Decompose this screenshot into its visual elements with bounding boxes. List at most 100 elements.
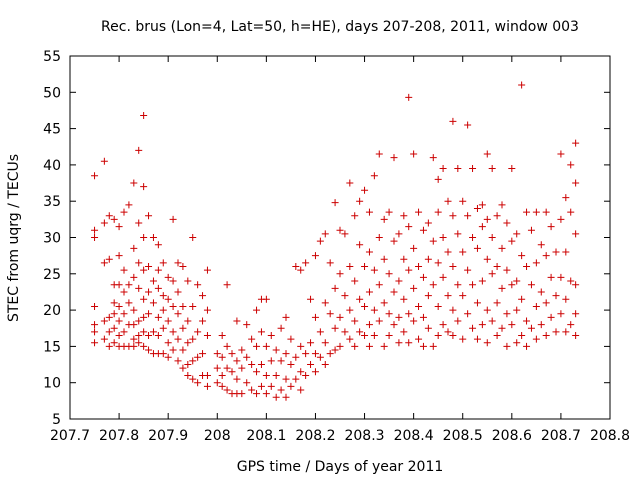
y-axis-ticks: 5 10 15 20 25 30 35 40 45 50 55 <box>43 49 610 428</box>
x-tick-label: 208.2 <box>295 428 335 444</box>
data-point <box>572 179 580 187</box>
data-point <box>115 302 123 310</box>
data-point <box>380 255 388 263</box>
data-point <box>478 321 486 329</box>
data-point <box>91 226 99 234</box>
data-point <box>434 302 442 310</box>
data-point <box>199 292 207 300</box>
data-point <box>410 244 418 252</box>
x-tick-label: 207.7 <box>50 428 90 444</box>
data-point <box>473 299 481 307</box>
data-point <box>483 339 491 347</box>
data-point <box>125 299 133 307</box>
data-point <box>253 368 261 376</box>
data-point <box>508 165 516 173</box>
data-point <box>164 295 172 303</box>
data-point <box>449 212 457 220</box>
data-point <box>508 321 516 329</box>
data-point <box>140 112 148 120</box>
data-point <box>282 375 290 383</box>
data-point <box>532 302 540 310</box>
data-point <box>572 310 580 318</box>
data-point <box>154 313 162 321</box>
data-point <box>557 215 565 223</box>
data-point <box>194 379 202 387</box>
data-point <box>149 299 157 307</box>
data-point <box>508 237 516 245</box>
data-point <box>478 223 486 231</box>
data-point <box>169 302 177 310</box>
data-point <box>483 255 491 263</box>
data-point <box>184 339 192 347</box>
data-point <box>223 342 231 350</box>
data-point <box>307 339 315 347</box>
data-point <box>130 244 138 252</box>
data-point <box>336 270 344 278</box>
data-point <box>473 335 481 343</box>
data-point <box>424 292 432 300</box>
data-point <box>562 194 570 202</box>
data-point <box>537 321 545 329</box>
data-point <box>189 302 197 310</box>
data-point <box>297 342 305 350</box>
data-point <box>503 219 511 227</box>
data-point <box>429 237 437 245</box>
data-point <box>449 332 457 340</box>
data-point <box>140 295 148 303</box>
data-point <box>100 219 108 227</box>
data-point <box>375 317 383 325</box>
data-point <box>365 208 373 216</box>
data-point <box>444 328 452 336</box>
data-point <box>169 346 177 354</box>
data-point <box>159 306 167 314</box>
data-point <box>459 335 467 343</box>
data-point <box>483 150 491 158</box>
data-point <box>351 317 359 325</box>
data-point <box>184 317 192 325</box>
data-point <box>439 273 447 281</box>
data-point <box>100 157 108 165</box>
data-point <box>523 317 531 325</box>
x-tick-label: 208.6 <box>492 428 532 444</box>
data-point <box>469 281 477 289</box>
data-point <box>282 350 290 358</box>
x-tick-label: 207.9 <box>148 428 188 444</box>
data-point <box>223 364 231 372</box>
data-point <box>518 252 526 260</box>
data-point <box>135 259 143 267</box>
data-point <box>415 263 423 271</box>
data-point <box>179 346 187 354</box>
data-point <box>179 364 187 372</box>
data-point <box>567 277 575 285</box>
data-point <box>297 266 305 274</box>
data-point <box>248 386 256 394</box>
data-point <box>483 215 491 223</box>
data-point <box>542 208 550 216</box>
data-point <box>464 212 472 220</box>
data-point <box>415 208 423 216</box>
data-point <box>316 328 324 336</box>
data-point <box>493 212 501 220</box>
data-point <box>125 201 133 209</box>
data-point <box>542 299 550 307</box>
data-point <box>164 273 172 281</box>
data-point <box>223 386 231 394</box>
data-point <box>498 324 506 332</box>
data-point <box>498 201 506 209</box>
data-point <box>302 350 310 358</box>
data-point <box>562 248 570 256</box>
data-point <box>537 288 545 296</box>
data-point <box>248 335 256 343</box>
data-point <box>135 317 143 325</box>
data-point <box>164 353 172 361</box>
data-point <box>302 371 310 379</box>
data-point <box>341 328 349 336</box>
data-point <box>213 379 221 387</box>
data-point <box>287 335 295 343</box>
data-point <box>110 215 118 223</box>
data-point <box>218 371 226 379</box>
data-point <box>410 317 418 325</box>
data-point <box>419 342 427 350</box>
data-point <box>149 277 157 285</box>
data-point <box>140 328 148 336</box>
